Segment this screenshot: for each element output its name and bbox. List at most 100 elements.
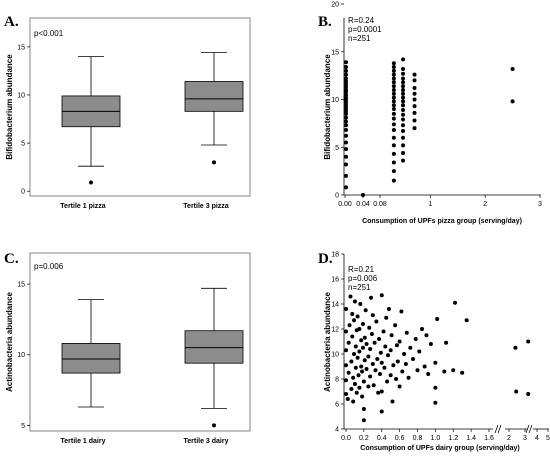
panel-d-point [376,390,381,395]
panel-d-axes: 4 6 8 10 12 14 16 18 0.0 0.2 0.4 0.6 0.8 1.0 1.2 1.4 1.6… [331,252,550,443]
panel-b-point [401,108,406,113]
panel-d-point [384,315,389,320]
panel-d-point [378,350,383,355]
panel-d-point [357,385,362,390]
panel-d-point [345,397,350,401]
panel-label-a: A. [4,14,19,30]
panel-b-point [412,72,417,77]
panel-a-frame [29,17,251,197]
panel-d-point [364,367,369,371]
panel-b-point [344,133,348,138]
panel-d-point [400,369,405,374]
panel-b-xtick-label: 1 [428,201,432,208]
panel-d-point [362,358,367,363]
panel-d-ytick-label: 18 [331,252,339,259]
panel-b-point [344,60,348,65]
panel-d-point [393,323,398,328]
panel-d-point [368,374,373,379]
panel-d-point [360,322,365,326]
panel-b-point [344,123,348,128]
panel-d-xtick-label: 0.8 [413,435,423,442]
panel-c-ytick-label: 10 [17,352,25,359]
panel-d-point [353,365,358,370]
panel-d-point [352,382,357,386]
panel-b-point [344,82,348,87]
panel-b-point [401,112,406,117]
panel-d-point [395,359,400,364]
panel-d-point [355,314,360,319]
panel-label-b: B. [318,14,332,30]
panel-d-point [344,392,348,396]
panel-d-point [379,389,384,394]
panel-d-point [526,339,531,344]
panel-b-point [412,126,417,131]
panel-d-point [346,370,351,375]
panel-a-ytick-label: 15 [17,44,25,51]
panel-b-point [344,162,348,167]
panel-d-point [351,399,356,404]
panel-b-point [401,91,406,96]
panel-c-frame [29,252,251,432]
panel-c-xcat-2: Tertile 3 dairy [183,438,228,445]
panel-b-point [391,116,396,121]
panel-d-point [379,409,384,414]
panel-b-point [401,143,406,148]
panel-d-point [389,333,394,338]
panel-b-point [401,135,406,140]
panel-c-ylabel: Actinobacteria abundance [5,291,14,392]
panel-b-point [391,76,396,81]
panel-d-point [349,387,354,391]
panel-a: A. p<0.001 Tertile 1 pizza Tertile 3 piz… [4,14,251,210]
panel-a-ytick-label: 5 [21,141,25,148]
panel-b-point [510,99,515,104]
panel-d-point [361,418,366,423]
panel-d-point [419,327,424,331]
panel-d-point [360,369,365,374]
panel-d-point [350,312,355,316]
panel-b-ytick-label: 0 [335,193,339,200]
panel-d-n: n=251 [348,283,371,292]
panel-b-point [344,100,348,105]
panel-b-ytick-label: 20 [331,2,339,9]
panel-d-point [359,338,364,343]
panel-b-point [344,119,348,124]
panel-d-point [379,360,384,365]
panel-d-point [359,364,364,369]
panel-d-point [397,339,402,344]
panel-d-point [422,364,427,369]
panel-b-point [344,65,348,70]
panel-d-point [352,299,357,304]
panel-d-ytick-label: 8 [335,377,339,384]
panel-b-point [412,97,417,102]
panel-d-point [352,352,357,356]
panel-d-point [404,330,409,335]
panel-b-point [344,147,348,152]
panel-d-point [408,345,413,350]
panel-b-xtick-label: 2 [483,201,487,208]
panel-d-point [353,344,358,349]
panel-b-xtick-label: 0.00 [338,201,352,208]
panel-b-point [344,68,348,73]
panel-a-yaxis: 0 5 10 15 [17,44,30,196]
panel-d-xtick-label: 4 [535,435,539,442]
panel-d-point [366,354,371,359]
panel-b-r: R=0.24 [348,16,375,25]
panel-d-point [370,313,375,318]
panel-b-point [510,66,515,71]
panel-d-point [435,317,440,321]
panel-a-ytick-label: 10 [17,92,25,99]
panel-d-point [372,340,377,345]
panel-d-point [413,337,418,341]
panel-d-point [460,370,465,375]
panel-a-xcat-2: Tertile 3 pizza [183,203,228,210]
panel-b-point [391,87,396,92]
panel-b-point [344,92,348,97]
panel-d-axis-break [525,424,530,434]
panel-a-iqr-box [184,81,244,112]
panel-b-point [344,115,348,120]
panel-c-outlier [212,423,216,428]
panel-b-point [412,110,417,115]
panel-b-point [412,104,417,109]
panel-d-point [514,389,519,394]
panel-d-point [415,368,420,373]
